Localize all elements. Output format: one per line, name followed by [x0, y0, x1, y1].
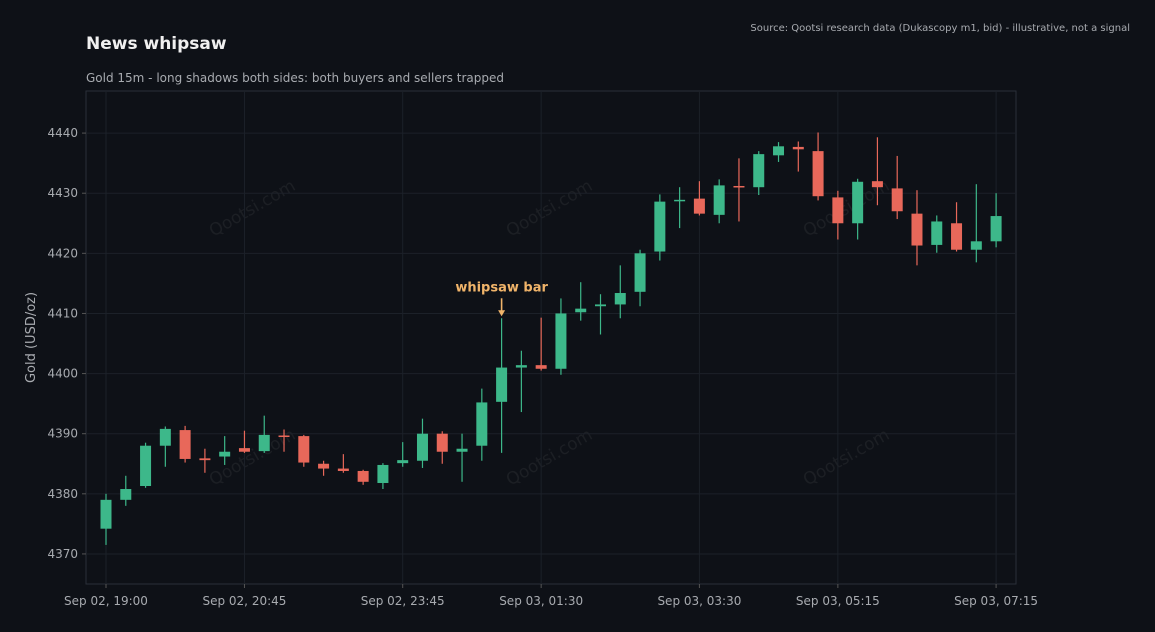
candle-body	[496, 367, 508, 402]
candle-body	[812, 151, 824, 197]
candle-body	[258, 434, 270, 452]
y-tick-label: 4420	[47, 246, 78, 260]
candle-body	[871, 181, 883, 188]
source-note: Source: Qootsi research data (Dukascopy …	[750, 23, 1130, 34]
candle-body	[773, 146, 785, 156]
candle-body	[357, 470, 369, 482]
candle-body	[970, 241, 982, 250]
candle-body	[852, 181, 864, 224]
candle-body	[753, 154, 765, 188]
candle-body	[337, 468, 349, 471]
candle-body	[140, 445, 152, 487]
candle-body	[318, 463, 330, 469]
candle-body	[456, 448, 468, 452]
candle-body	[931, 221, 943, 245]
candle-body	[674, 199, 686, 202]
candle-body	[595, 304, 606, 307]
candle-body	[634, 253, 646, 292]
chart-title: News whipsaw	[86, 34, 227, 54]
x-tick-label: Sep 03, 01:30	[499, 594, 583, 608]
candle-body	[397, 460, 409, 464]
candle-body	[911, 213, 923, 246]
candle-body	[278, 435, 290, 437]
y-tick-label: 4440	[47, 126, 78, 140]
candle-body	[416, 433, 428, 461]
y-tick-label: 4380	[47, 487, 78, 501]
candle-body	[238, 448, 250, 452]
candle-body	[614, 293, 626, 305]
candle-body	[792, 146, 804, 150]
candle-body	[535, 365, 547, 369]
chart-subtitle: Gold 15m - long shadows both sides: both…	[86, 71, 504, 85]
candle-body	[693, 198, 705, 214]
candle-body	[515, 365, 527, 368]
y-tick-label: 4410	[47, 306, 78, 320]
x-tick-label: Sep 02, 20:45	[202, 594, 286, 608]
y-axis-label: Gold (USD/oz)	[24, 292, 39, 383]
candle-body	[654, 201, 666, 252]
y-tick-label: 4400	[47, 367, 78, 381]
candle-body	[100, 499, 112, 529]
candle-body	[555, 313, 567, 369]
x-tick-label: Sep 02, 23:45	[361, 594, 445, 608]
candle-body	[159, 428, 171, 446]
candle-body	[476, 402, 488, 446]
candle-body	[219, 451, 231, 457]
candle-body	[713, 185, 725, 215]
y-tick-label: 4390	[47, 427, 78, 441]
candle-body	[377, 464, 389, 483]
candle-body	[990, 216, 1002, 242]
candle-body	[298, 436, 310, 463]
y-tick-label: 4370	[47, 547, 78, 561]
x-tick-label: Sep 03, 07:15	[954, 594, 1038, 608]
candle-body	[575, 308, 587, 313]
x-tick-label: Sep 03, 05:15	[796, 594, 880, 608]
y-tick-label: 4430	[47, 186, 78, 200]
candle-body	[199, 458, 211, 461]
plot-area	[85, 90, 1017, 585]
candle-body	[832, 197, 844, 224]
x-tick-label: Sep 03, 03:30	[657, 594, 741, 608]
candle-body	[951, 223, 963, 250]
annotation-arrowhead	[498, 310, 506, 317]
candle-body	[733, 185, 745, 188]
annotation-label: whipsaw bar	[455, 280, 548, 295]
candle-body	[120, 489, 132, 500]
candle-body	[436, 433, 448, 452]
candle-body	[891, 188, 903, 212]
candle-body	[179, 430, 191, 459]
x-tick-label: Sep 02, 19:00	[64, 594, 148, 608]
